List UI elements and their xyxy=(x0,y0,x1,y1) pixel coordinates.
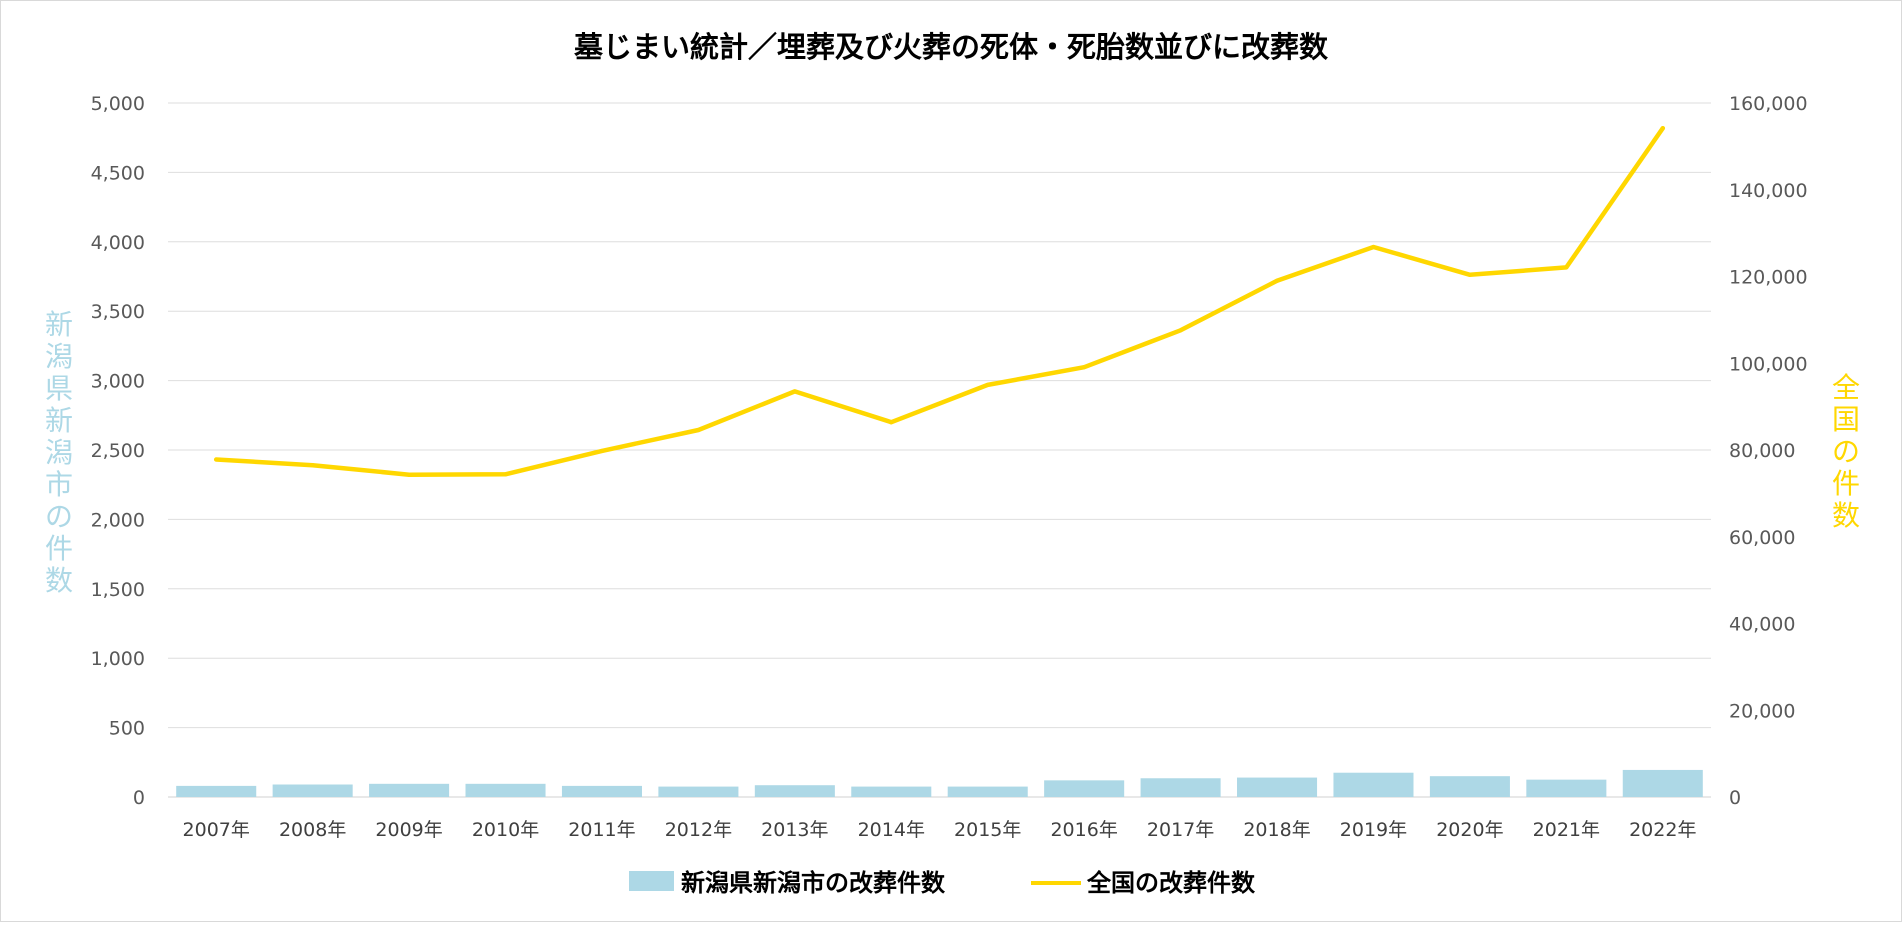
line-point xyxy=(1178,328,1183,333)
bar xyxy=(658,786,739,797)
left-tick-label: 0 xyxy=(133,787,145,809)
bar xyxy=(465,783,546,797)
bar xyxy=(947,786,1028,797)
line-point xyxy=(1564,265,1569,270)
left-tick-label: 1,000 xyxy=(91,648,145,670)
left-tick-label: 4,500 xyxy=(91,162,145,184)
line-point xyxy=(1467,272,1472,277)
bar xyxy=(176,785,257,797)
bar xyxy=(1429,776,1510,797)
x-tick-label: 2011年 xyxy=(568,819,635,841)
right-tick-label: 120,000 xyxy=(1729,267,1808,289)
right-tick-label: 140,000 xyxy=(1729,180,1808,202)
x-axis-ticks: 2007年 2008年 2009年 2010年 2011年 2012年 2013年 2014年… xyxy=(183,819,1697,841)
bar xyxy=(851,786,932,797)
line-point xyxy=(599,448,604,453)
x-tick-label: 2014年 xyxy=(858,819,925,841)
line-path xyxy=(213,125,1666,477)
x-tick-label: 2015年 xyxy=(954,819,1021,841)
left-tick-label: 3,500 xyxy=(91,301,145,323)
bar-series xyxy=(176,769,1703,797)
x-tick-label: 2019年 xyxy=(1340,819,1407,841)
right-tick-label: 40,000 xyxy=(1729,614,1795,636)
x-tick-label: 2009年 xyxy=(375,819,442,841)
legend-bar-swatch xyxy=(629,871,674,891)
bar xyxy=(369,783,450,797)
bar xyxy=(1333,772,1414,797)
line-point xyxy=(1082,365,1087,370)
legend-bar-label: 新潟県新潟市の改葬件数 xyxy=(681,869,946,897)
line-point xyxy=(1275,278,1280,283)
line-point xyxy=(214,457,219,462)
x-tick-label: 2021年 xyxy=(1533,819,1600,841)
left-axis-ticks: 0 500 1,000 1,500 2,000 2,500 3,000 3,500 4,000 4… xyxy=(91,93,145,809)
right-tick-label: 0 xyxy=(1729,787,1741,809)
legend-line-label: 全国の改葬件数 xyxy=(1086,869,1256,897)
line-point xyxy=(407,472,412,477)
x-tick-label: 2012年 xyxy=(665,819,732,841)
bar xyxy=(1044,780,1125,797)
left-tick-label: 4,000 xyxy=(91,232,145,254)
left-tick-label: 500 xyxy=(109,718,145,740)
right-tick-label: 60,000 xyxy=(1729,527,1795,549)
right-tick-label: 100,000 xyxy=(1729,353,1808,375)
right-axis-label: 全国の件数 xyxy=(1832,371,1860,532)
line-point xyxy=(503,472,508,477)
bar xyxy=(1526,779,1607,797)
line-series xyxy=(213,125,1666,477)
line-point xyxy=(310,463,315,468)
left-tick-label: 5,000 xyxy=(91,93,145,115)
right-tick-label: 160,000 xyxy=(1729,93,1808,115)
line-point xyxy=(696,428,701,433)
x-tick-label: 2017年 xyxy=(1147,819,1214,841)
line-point xyxy=(889,420,894,425)
line-point xyxy=(792,389,797,394)
x-tick-label: 2016年 xyxy=(1050,819,1117,841)
x-tick-label: 2018年 xyxy=(1243,819,1310,841)
bar xyxy=(561,785,642,797)
bar xyxy=(272,784,353,797)
bar xyxy=(1237,777,1318,797)
line-point xyxy=(985,382,990,387)
x-tick-label: 2020年 xyxy=(1436,819,1503,841)
left-tick-label: 2,000 xyxy=(91,509,145,531)
line-point xyxy=(1371,245,1376,250)
left-tick-label: 2,500 xyxy=(91,440,145,462)
right-tick-label: 80,000 xyxy=(1729,440,1795,462)
bar xyxy=(754,785,835,797)
left-tick-label: 3,000 xyxy=(91,371,145,393)
x-tick-label: 2013年 xyxy=(761,819,828,841)
chart-title: 墓じまい統計／埋葬及び火葬の死体・死胎数並びに改葬数 xyxy=(573,30,1329,64)
left-axis-label: 新潟県新潟市の件数 xyxy=(45,308,73,597)
right-axis-ticks: 0 20,000 40,000 60,000 80,000 100,000 120,000 1… xyxy=(1729,93,1808,809)
x-tick-label: 2022年 xyxy=(1629,819,1696,841)
bar xyxy=(1140,778,1221,797)
x-tick-label: 2008年 xyxy=(279,819,346,841)
left-tick-label: 1,500 xyxy=(91,579,145,601)
legend: 新潟県新潟市の改葬件数 全国の改葬件数 xyxy=(629,869,1256,897)
x-tick-label: 2010年 xyxy=(472,819,539,841)
right-tick-label: 20,000 xyxy=(1729,700,1795,722)
x-tick-label: 2007年 xyxy=(183,819,250,841)
line-point xyxy=(1660,126,1665,131)
bar xyxy=(1622,769,1703,797)
gridlines xyxy=(168,102,1711,798)
